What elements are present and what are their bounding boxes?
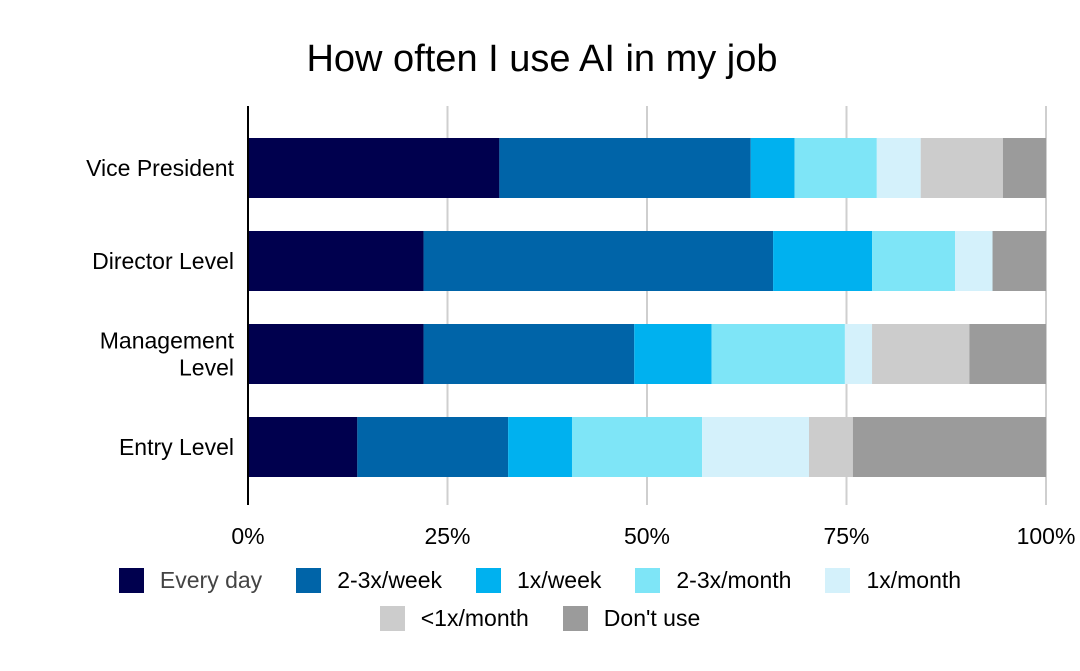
bar-segment <box>852 417 1046 477</box>
bar-segment <box>955 231 993 291</box>
bar-segment <box>499 138 751 198</box>
legend-label: 1x/month <box>866 566 962 593</box>
legend: Every day 2-3x/week 1x/week 2-3x/month 1x/mo… <box>0 566 1080 632</box>
y-tick-label: Level <box>179 355 234 381</box>
bar-segment <box>920 138 1003 198</box>
bar-segment <box>969 324 1046 384</box>
y-tick-label: Director Level <box>92 248 234 274</box>
x-tick-label: 0% <box>231 523 264 549</box>
bar-segment <box>248 324 424 384</box>
bar-segment <box>711 324 845 384</box>
x-tick-label: 75% <box>823 523 869 549</box>
bar-segment <box>702 417 809 477</box>
chart-title: How often I use AI in my job <box>306 38 778 80</box>
bar-segment <box>248 138 500 198</box>
legend-swatch <box>118 567 144 593</box>
legend-swatch <box>562 605 588 631</box>
bar-segment <box>794 138 877 198</box>
x-tick-label: 25% <box>424 523 470 549</box>
chart-plot: Vice President Director Level ManagementLe… <box>86 106 1076 549</box>
legend-label: <1x/month <box>420 604 529 631</box>
legend-swatch <box>296 567 322 593</box>
legend-label: 2-3x/week <box>337 566 443 593</box>
bar-segment <box>1002 138 1046 198</box>
bar-segment <box>423 324 635 384</box>
bar-segment <box>750 138 795 198</box>
bar-segment <box>571 417 703 477</box>
legend-swatch <box>476 567 502 593</box>
y-tick-label: Management <box>100 328 235 354</box>
legend-item: 2-3x/week <box>296 566 442 594</box>
x-tick-label: 100% <box>1017 523 1076 549</box>
legend-item: Don't use <box>562 604 701 632</box>
bar-segment <box>634 324 712 384</box>
legend-label: Every day <box>159 566 263 593</box>
bar-segment <box>992 231 1046 291</box>
bar-segment <box>423 231 774 291</box>
bar-segment <box>872 231 956 291</box>
bar-segment <box>844 324 873 384</box>
bar-segment <box>508 417 572 477</box>
x-tick-label: 50% <box>624 523 670 549</box>
bar-segment <box>248 231 424 291</box>
legend-swatch <box>379 605 405 631</box>
bar-segment <box>876 138 921 198</box>
bar-segment <box>808 417 853 477</box>
legend-item: 2-3x/month <box>635 566 791 594</box>
bar-segment <box>773 231 873 291</box>
legend-item: 1x/week <box>476 566 601 594</box>
bar-segment <box>357 417 509 477</box>
legend-item: Every day <box>118 566 263 594</box>
y-tick-label: Entry Level <box>119 434 234 460</box>
y-tick-label: Vice President <box>86 155 234 181</box>
legend-swatch <box>635 567 661 593</box>
bar-segment <box>248 417 358 477</box>
legend-item: 1x/month <box>825 566 961 594</box>
legend-swatch <box>825 567 851 593</box>
legend-label: 2-3x/month <box>676 566 792 593</box>
legend-item: <1x/month <box>379 604 529 632</box>
legend-label: 1x/week <box>517 566 602 593</box>
bar-segment <box>872 324 970 384</box>
legend-label: Don't use <box>603 604 701 631</box>
